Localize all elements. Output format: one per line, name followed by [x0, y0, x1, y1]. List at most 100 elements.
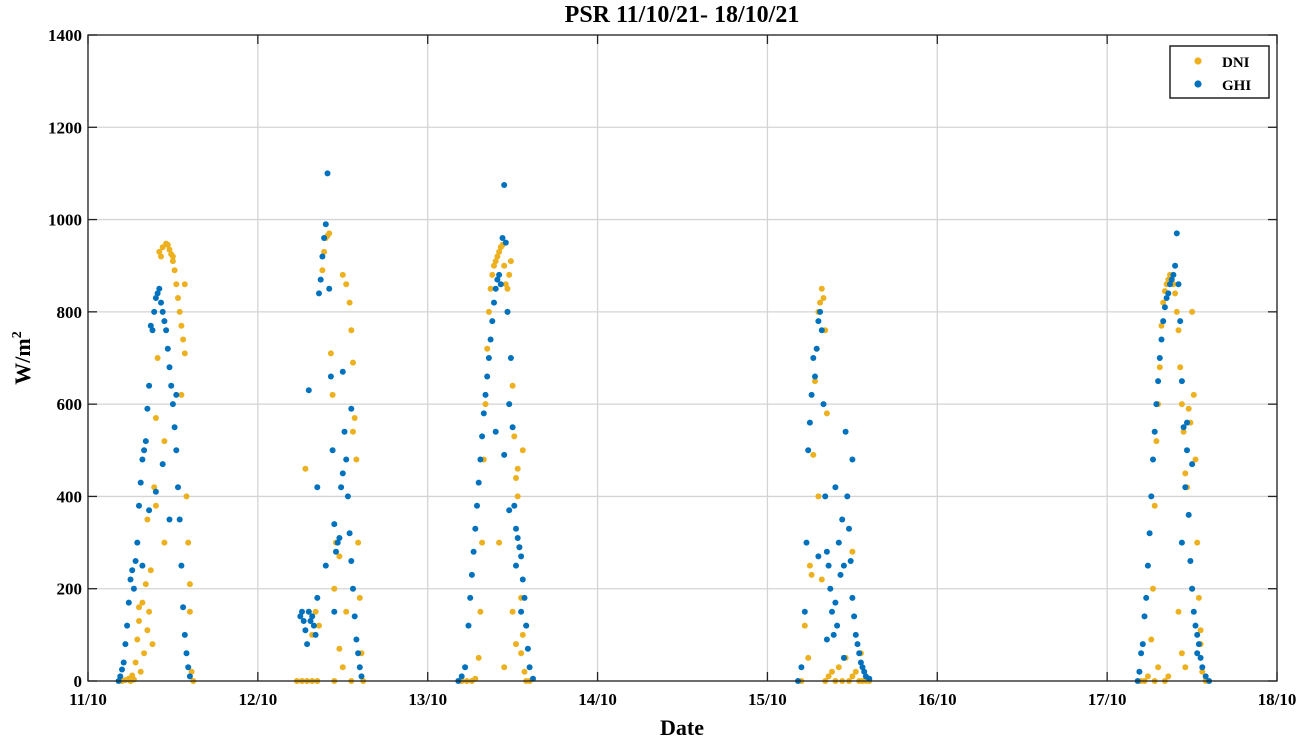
y-tick-label: 800: [57, 303, 83, 322]
point-dni: [133, 660, 139, 666]
x-tick-label: 11/10: [69, 690, 107, 709]
point-ghi: [128, 577, 134, 583]
point-ghi: [323, 221, 329, 227]
point-ghi: [321, 235, 327, 241]
point-ghi: [131, 586, 137, 592]
point-ghi: [352, 613, 358, 619]
point-ghi: [493, 286, 499, 292]
point-ghi: [1148, 493, 1154, 499]
point-ghi: [331, 609, 337, 615]
point-dni: [150, 641, 156, 647]
point-ghi: [1160, 318, 1166, 324]
point-ghi: [1170, 272, 1176, 278]
y-tick-label: 400: [57, 487, 83, 506]
point-dni: [1174, 309, 1180, 315]
point-ghi: [139, 457, 145, 463]
point-dni: [1182, 664, 1188, 670]
point-ghi: [117, 673, 123, 679]
point-ghi: [1174, 230, 1180, 236]
point-dni: [809, 572, 815, 578]
point-ghi: [325, 170, 331, 176]
point-ghi: [167, 364, 173, 370]
point-ghi: [180, 604, 186, 610]
point-ghi: [333, 549, 339, 555]
point-dni: [340, 272, 346, 278]
point-dni: [1179, 401, 1185, 407]
x-tick-label: 18/10: [1258, 690, 1297, 709]
point-dni: [520, 447, 526, 453]
point-dni: [515, 493, 521, 499]
point-ghi: [506, 401, 512, 407]
point-dni: [336, 646, 342, 652]
point-dni: [141, 650, 147, 656]
point-ghi: [508, 355, 514, 361]
point-ghi: [1143, 595, 1149, 601]
point-ghi: [826, 563, 832, 569]
point-dni: [819, 286, 825, 292]
point-dni: [496, 540, 502, 546]
point-dni: [173, 281, 179, 287]
point-dni: [1165, 673, 1171, 679]
point-ghi: [1152, 429, 1158, 435]
point-dni: [853, 669, 859, 675]
point-dni: [508, 258, 514, 264]
point-ghi: [348, 406, 354, 412]
y-axis-label: W/m2: [10, 331, 35, 384]
point-ghi: [144, 406, 150, 412]
point-ghi: [1179, 378, 1185, 384]
point-dni: [1153, 438, 1159, 444]
point-ghi: [1153, 401, 1159, 407]
point-ghi: [340, 470, 346, 476]
point-ghi: [170, 401, 176, 407]
point-dni: [161, 540, 167, 546]
point-ghi: [1187, 558, 1193, 564]
point-dni: [187, 581, 193, 587]
point-ghi: [124, 623, 130, 629]
point-dni: [513, 475, 519, 481]
point-dni: [849, 549, 855, 555]
point-ghi: [141, 447, 147, 453]
point-ghi: [143, 438, 149, 444]
point-ghi: [516, 544, 522, 550]
point-dni: [352, 415, 358, 421]
point-ghi: [493, 429, 499, 435]
point-ghi: [185, 664, 191, 670]
point-dni: [1152, 503, 1158, 509]
point-ghi: [359, 673, 365, 679]
point-ghi: [319, 254, 325, 260]
point-ghi: [805, 447, 811, 453]
y-tick-label: 1200: [48, 118, 82, 137]
point-ghi: [1157, 355, 1163, 361]
point-ghi: [839, 517, 845, 523]
point-dni: [355, 540, 361, 546]
point-ghi: [330, 447, 336, 453]
point-ghi: [518, 609, 524, 615]
point-dni: [815, 493, 821, 499]
point-ghi: [338, 484, 344, 490]
point-ghi: [353, 637, 359, 643]
point-dni: [829, 669, 835, 675]
point-ghi: [489, 318, 495, 324]
point-dni: [802, 623, 808, 629]
point-ghi: [477, 457, 483, 463]
point-dni: [187, 609, 193, 615]
point-dni: [489, 272, 495, 278]
point-dni: [515, 466, 521, 472]
point-ghi: [304, 641, 310, 647]
point-ghi: [1176, 281, 1182, 287]
point-ghi: [496, 272, 502, 278]
point-dni: [479, 540, 485, 546]
point-ghi: [846, 526, 852, 532]
point-dni: [1157, 364, 1163, 370]
chart-title: PSR 11/10/21- 18/10/21: [565, 2, 800, 28]
point-ghi: [161, 318, 167, 324]
point-ghi: [1179, 540, 1185, 546]
point-dni: [343, 281, 349, 287]
point-dni: [185, 540, 191, 546]
point-ghi: [469, 572, 475, 578]
legend-box: [1170, 46, 1269, 98]
point-ghi: [849, 595, 855, 601]
point-ghi: [462, 664, 468, 670]
point-ghi: [1136, 669, 1142, 675]
point-dni: [506, 272, 512, 278]
